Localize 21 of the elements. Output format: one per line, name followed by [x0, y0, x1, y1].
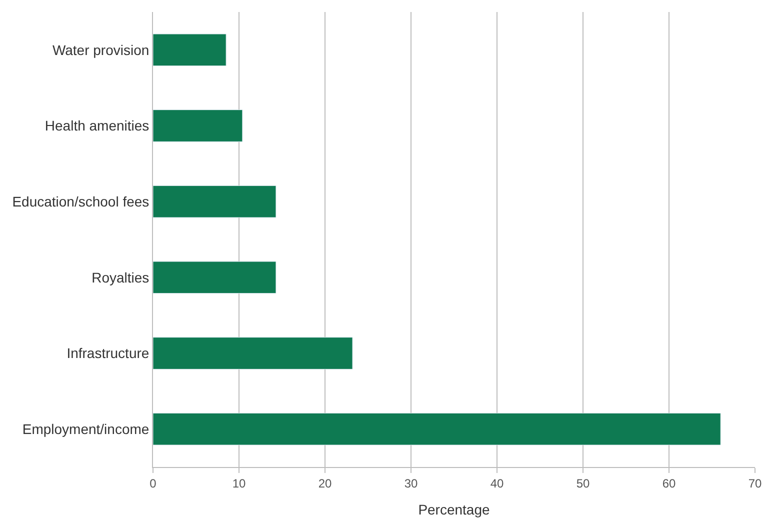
y-tick-label: Education/school fees: [12, 193, 150, 210]
y-tick-label: Water provision: [52, 42, 150, 58]
x-tick-label: 20: [318, 476, 332, 490]
x-tick-label: 0: [150, 476, 157, 490]
x-tick-label: 40: [490, 476, 504, 490]
x-tick-label: 50: [576, 476, 590, 490]
y-tick-label: Infrastructure: [66, 345, 150, 362]
x-tick-label: 30: [404, 476, 418, 490]
bar: [153, 34, 226, 66]
bar: [153, 261, 276, 294]
y-tick-label: Employment/income: [22, 420, 150, 437]
bar: [153, 412, 721, 446]
x-tick-label: 60: [662, 476, 676, 490]
x-tick-label: 10: [232, 476, 246, 490]
x-tick-label: 70: [748, 476, 762, 490]
bar: [153, 337, 353, 370]
bar: [153, 185, 276, 218]
x-axis-title: Percentage: [418, 502, 490, 518]
bar: [153, 110, 243, 142]
y-tick-label: Health amenities: [44, 118, 150, 134]
y-tick-label: Royalties: [92, 269, 150, 286]
